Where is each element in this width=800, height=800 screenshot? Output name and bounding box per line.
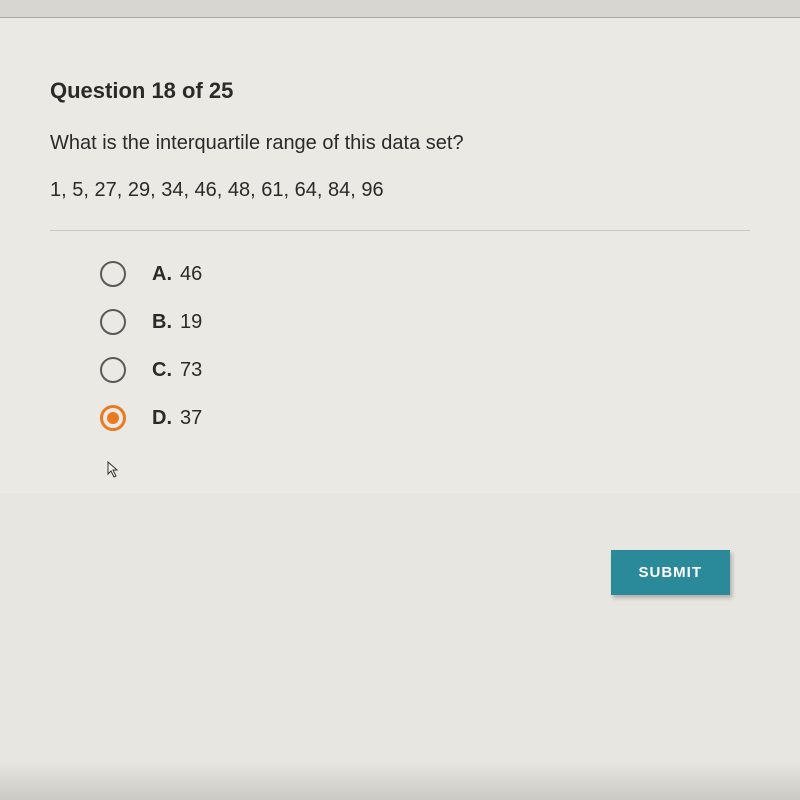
radio-d[interactable] [100,405,126,431]
question-panel: Question 18 of 25 What is the interquart… [0,18,800,493]
submit-button[interactable]: SUBMIT [611,550,731,595]
option-a-letter: A. [152,263,172,286]
option-a-value: 46 [180,263,202,286]
question-number: Question 18 of 25 [50,78,750,104]
option-c-letter: C. [152,359,172,382]
option-b[interactable]: B. 19 [100,309,750,335]
option-a[interactable]: A. 46 [100,261,750,287]
top-border [0,0,800,18]
option-b-letter: B. [152,311,172,334]
divider [50,230,750,231]
option-c[interactable]: C. 73 [100,357,750,383]
option-c-value: 73 [180,359,202,382]
option-d[interactable]: D. 37 [100,405,750,431]
option-b-value: 19 [180,311,202,334]
radio-b[interactable] [100,309,126,335]
options-group: A. 46 B. 19 C. 73 D. 37 [50,261,750,431]
option-d-letter: D. [152,407,172,430]
data-set: 1, 5, 27, 29, 34, 46, 48, 61, 64, 84, 96 [50,179,750,202]
question-prompt: What is the interquartile range of this … [50,132,750,155]
option-d-value: 37 [180,407,202,430]
radio-a[interactable] [100,261,126,287]
radio-c[interactable] [100,357,126,383]
bottom-shadow [0,760,800,800]
